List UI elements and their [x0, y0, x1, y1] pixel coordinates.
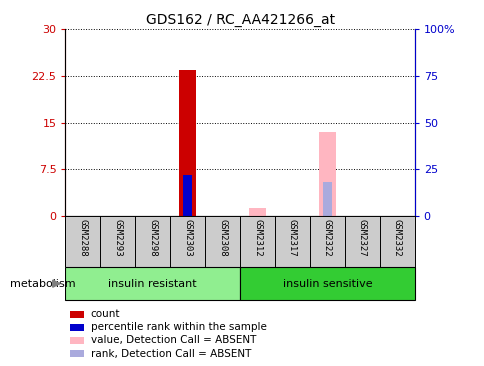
- Text: GSM2322: GSM2322: [322, 219, 331, 256]
- Text: GSM2308: GSM2308: [218, 219, 227, 256]
- Text: GSM2303: GSM2303: [183, 219, 192, 256]
- Bar: [179, 70, 196, 216]
- Bar: [322, 182, 332, 216]
- Text: GSM2298: GSM2298: [148, 219, 157, 256]
- Text: GSM2317: GSM2317: [287, 219, 296, 256]
- Bar: [70, 350, 84, 357]
- Text: metabolism: metabolism: [10, 279, 76, 289]
- Bar: [65, 267, 240, 300]
- Bar: [70, 311, 84, 318]
- Text: rank, Detection Call = ABSENT: rank, Detection Call = ABSENT: [91, 348, 251, 359]
- Text: GSM2327: GSM2327: [357, 219, 366, 256]
- Bar: [240, 267, 414, 300]
- Text: insulin resistant: insulin resistant: [108, 279, 197, 289]
- Text: insulin sensitive: insulin sensitive: [282, 279, 371, 289]
- Text: GSM2312: GSM2312: [253, 219, 261, 256]
- Bar: [70, 337, 84, 344]
- Bar: [248, 209, 266, 216]
- Bar: [70, 324, 84, 331]
- Text: GSM2293: GSM2293: [113, 219, 122, 256]
- Text: GSM2288: GSM2288: [78, 219, 87, 256]
- Title: GDS162 / RC_AA421266_at: GDS162 / RC_AA421266_at: [145, 13, 334, 27]
- Text: percentile rank within the sample: percentile rank within the sample: [91, 322, 266, 332]
- Text: GSM2332: GSM2332: [392, 219, 401, 256]
- Text: value, Detection Call = ABSENT: value, Detection Call = ABSENT: [91, 335, 256, 345]
- Bar: [182, 176, 192, 216]
- Text: count: count: [91, 309, 120, 319]
- Bar: [318, 132, 335, 216]
